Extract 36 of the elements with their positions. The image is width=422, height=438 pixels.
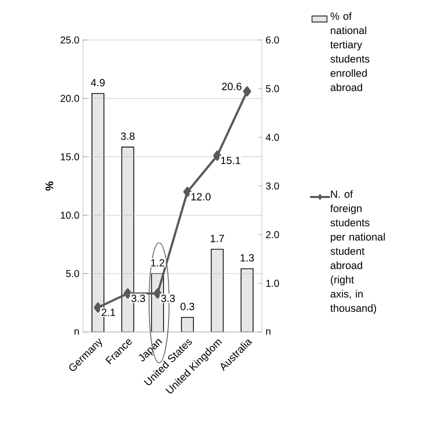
point [183, 186, 192, 197]
bar [210, 248, 224, 332]
point [242, 86, 252, 96]
data-label: 3.3 [161, 294, 175, 302]
data-label: 4.9 [90, 78, 105, 86]
data-label: 12.0 [191, 193, 211, 200]
y2-tick-label: 5.0 [266, 85, 279, 92]
y2-tick-label: n [266, 329, 270, 335]
bar [240, 268, 254, 332]
y-tick-label: 25.0 [60, 36, 80, 44]
point [124, 288, 132, 299]
y2-tick-label: 1.0 [266, 280, 279, 287]
data-label: 3.3 [131, 294, 146, 302]
y-tick-label: 10.0 [60, 212, 80, 219]
point [213, 150, 222, 161]
point [94, 302, 102, 313]
data-label: 1.2 [151, 259, 164, 266]
data-label: 20.6 [222, 82, 242, 90]
y2-tick-label: 2.0 [266, 231, 279, 238]
y-tick-label: 5.0 [66, 270, 80, 278]
y-axis-title: % [46, 181, 54, 191]
data-label: 1.3 [240, 254, 254, 262]
y2-tick-label: 4.0 [266, 134, 279, 141]
data-label: 3.8 [120, 132, 135, 140]
text: N. of foreign students per national student abroad (right axis, in thousand) [330, 190, 385, 314]
y-tick-label: n [74, 329, 79, 335]
point [154, 288, 162, 299]
y-tick-label: 20.0 [60, 94, 80, 102]
y2-tick-label: 3.0 [266, 182, 279, 190]
data-label: 15.1 [221, 156, 240, 164]
legend-label: % of national tertiary students enrolled abroad [330, 12, 370, 92]
data-label: 1.7 [210, 234, 224, 242]
y-tick-label: 15.0 [60, 153, 80, 160]
data-label: 0.3 [180, 302, 194, 310]
y2-tick-label: 6.0 [266, 36, 279, 44]
data-label: 2.1 [102, 308, 116, 316]
